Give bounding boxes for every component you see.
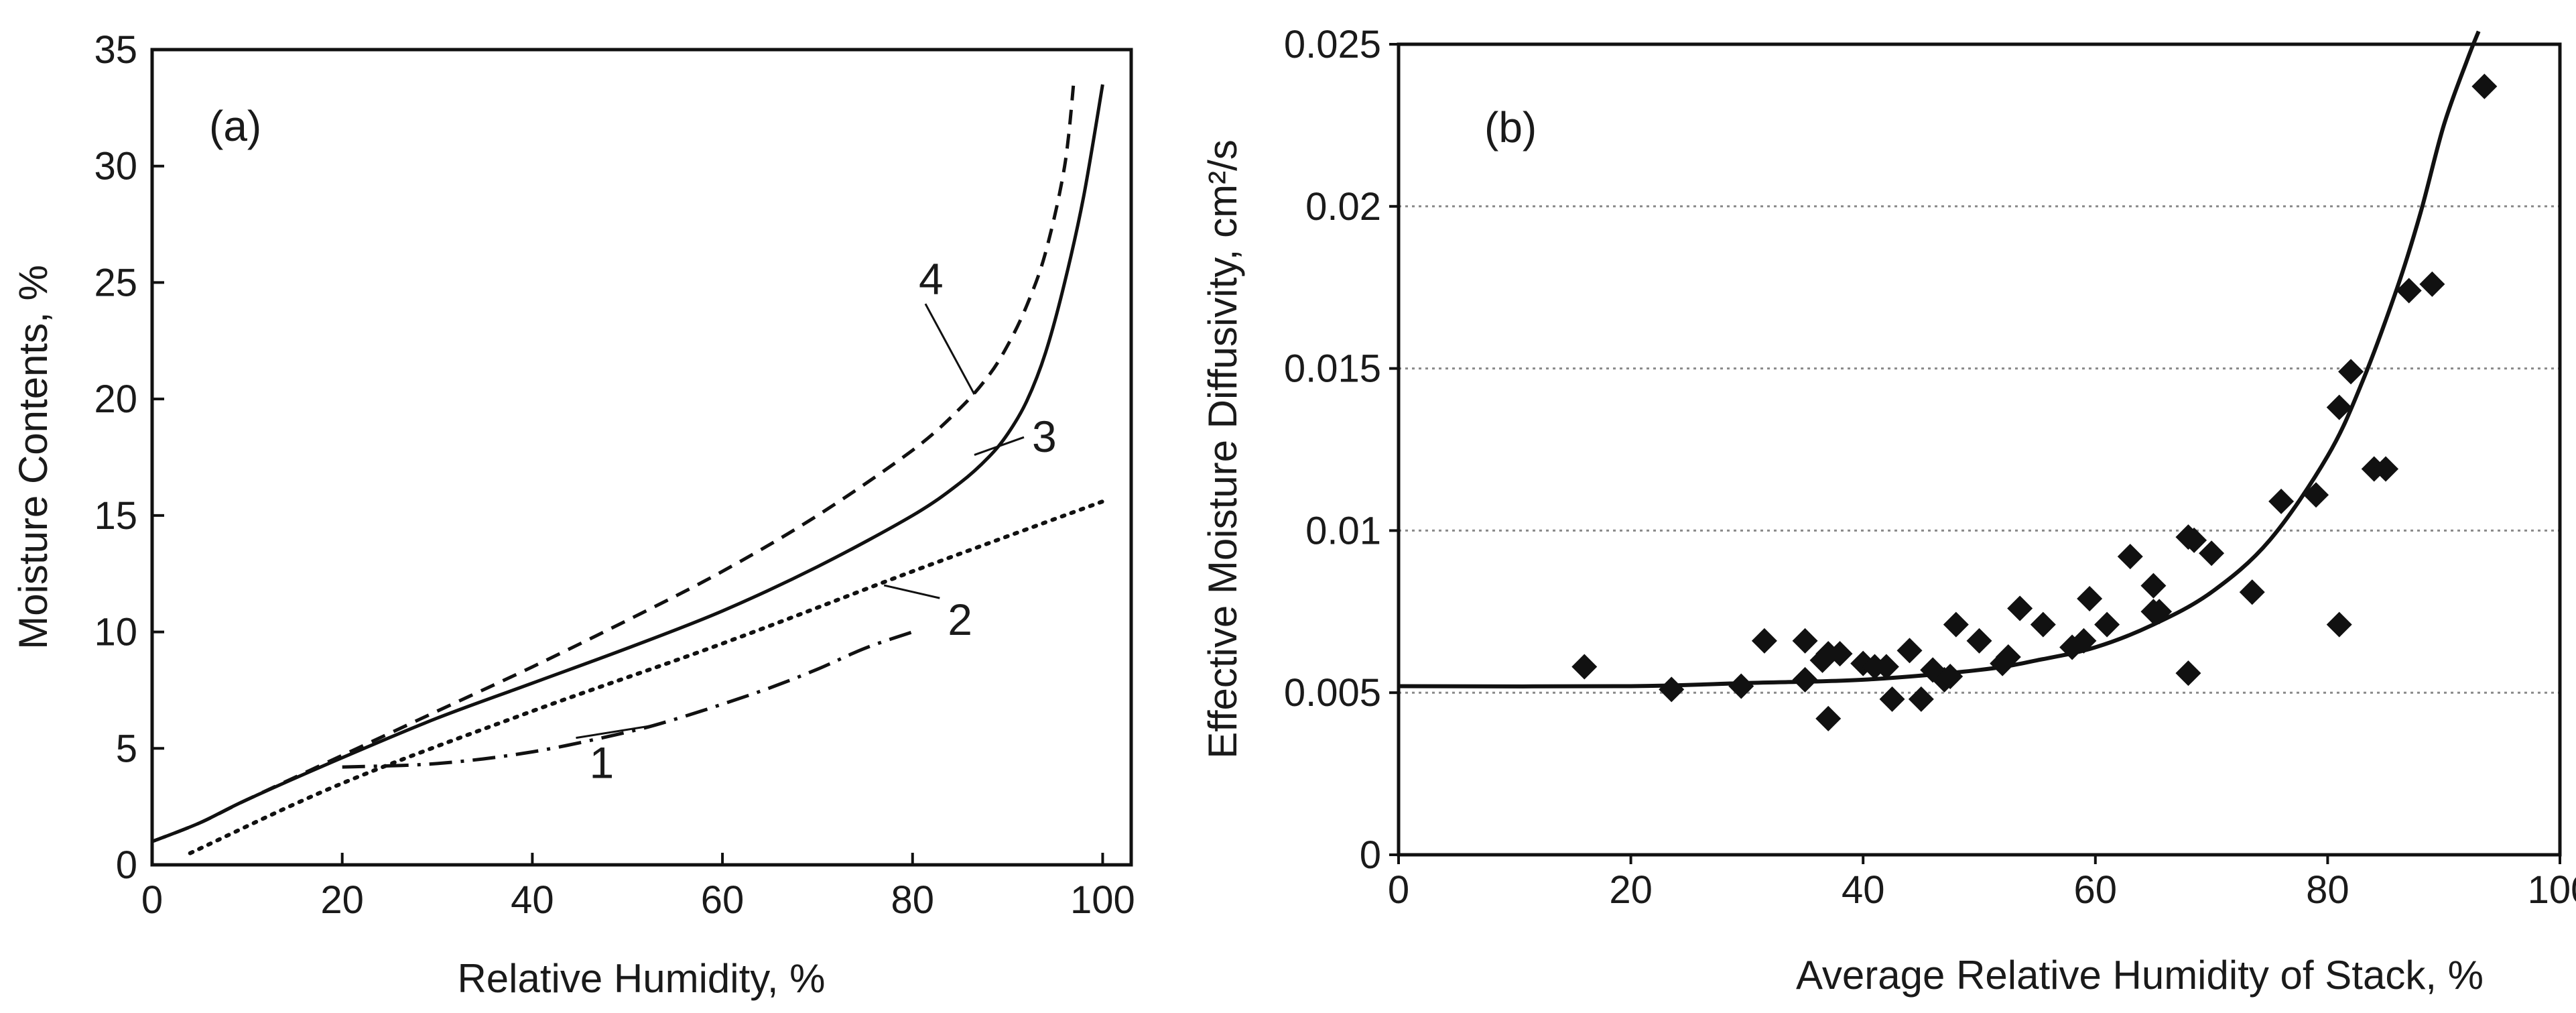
- panel-a-series-2-label: 2: [948, 595, 972, 644]
- panel-b-fit-line: [1398, 30, 2481, 689]
- panel-b-data-point: [1896, 638, 1923, 664]
- panel-b-x-axis-title: Average Relative Humidity of Stack, %: [1796, 953, 2484, 998]
- panel-a-series-2-leader: [883, 584, 940, 599]
- panel-b-y-tick-label: 0.01: [1305, 509, 1381, 552]
- panel-b-data-point: [1728, 673, 1754, 699]
- panel-b-data-point: [2071, 628, 2097, 654]
- panel-b-data-point: [2175, 660, 2201, 687]
- panel-a-y-tick-label: 35: [94, 28, 137, 72]
- panel-a-y-tick-label: 25: [94, 261, 137, 304]
- panel-b-data-point: [2199, 540, 2225, 567]
- panel-a-x-axis-title: Relative Humidity, %: [457, 956, 825, 1001]
- panel-b-data-point: [1943, 611, 1969, 638]
- panel-b-data-point: [2007, 595, 2033, 621]
- panel-b-data-point: [2471, 73, 2498, 99]
- panel-b-data-point: [2146, 599, 2173, 625]
- panel-b-data-point: [1995, 644, 2021, 670]
- panel-b-x-tick-label: 20: [1609, 868, 1653, 912]
- panel-a-plot-frame: [150, 48, 1133, 867]
- panel-b-y-tick-label: 0.005: [1284, 671, 1381, 715]
- panel-b-plot-frame: [1397, 42, 2562, 857]
- panel-b-data-point: [2140, 573, 2167, 599]
- panel-b-y-tick-label: 0.02: [1305, 185, 1381, 229]
- panel-b-data-point: [2326, 394, 2352, 420]
- panel-b-data-point: [2396, 278, 2422, 304]
- panel-b-data-point: [1873, 654, 1899, 680]
- panel-b-data-point: [1792, 628, 1818, 654]
- panel-b-data-point: [1937, 664, 1963, 690]
- panel-a-y-tick-label: 0: [116, 843, 137, 887]
- panel-b-data-point: [2303, 482, 2329, 508]
- panel-a-x-tick-label: 100: [1070, 878, 1135, 922]
- panel-b-x-tick-label: 100: [2528, 868, 2576, 912]
- panel-b-data-point: [2117, 544, 2143, 570]
- panel-b-x-tick-label: 40: [1842, 868, 1885, 912]
- panel-b-data-point: [2077, 585, 2103, 611]
- panel-a-y-axis-title: Moisture Contents, %: [11, 265, 56, 650]
- panel-b-data-point: [2338, 359, 2364, 385]
- panel-a-label: (a): [209, 102, 261, 150]
- panel-b-ticks: 0 20 40 60 80 100 0 0.005 0.01 0.015 0.02 0.025: [1284, 23, 2576, 912]
- panel-b-x-tick-label: 60: [2074, 868, 2118, 912]
- panel-a-series-1-line: [342, 630, 913, 769]
- panel-b-data-point: [2419, 271, 2445, 297]
- panel-a-series-4-label: 4: [919, 254, 944, 304]
- panel-b-y-axis-title: Effective Moisture Diffusivity, cm²/s: [1200, 139, 1245, 759]
- panel-b-data-point: [1815, 705, 1842, 731]
- panel-a-series-4-leader: [924, 303, 976, 395]
- panel-a-x-tick-label: 80: [891, 878, 934, 922]
- panel-b-label: (b): [1484, 103, 1537, 152]
- panel-b-data-point: [2268, 488, 2295, 514]
- panel-a-series: [151, 77, 1105, 855]
- panel-a-x-tick-label: 40: [511, 878, 554, 922]
- panel-a-chart: 0 20 40 60 80 100 0 5 10 15 20 25 30 35 1 2 3 4 (a) Rela…: [11, 28, 1135, 1001]
- panel-b-chart: 0 20 40 60 80 100 0 0.005 0.01 0.015 0.02 0.025 (b)…: [1200, 23, 2576, 998]
- panel-b-y-tick-label: 0: [1360, 833, 1381, 877]
- panel-a-x-tick-label: 20: [320, 878, 364, 922]
- panel-b-y-tick-label: 0.025: [1284, 23, 1381, 66]
- panel-a-x-tick-label: 0: [141, 878, 163, 922]
- panel-a-y-tick-label: 30: [94, 145, 137, 188]
- panel-b-data-point: [2373, 456, 2399, 482]
- panel-a-y-tick-label: 5: [116, 727, 137, 770]
- panel-a-ticks: 0 20 40 60 80 100 0 5 10 15 20 25 30 35: [94, 28, 1135, 922]
- panel-b-data-point: [2239, 579, 2265, 605]
- panel-a-series-3-line: [151, 84, 1104, 843]
- panel-a-y-tick-label: 20: [94, 377, 137, 421]
- panel-b-data-point: [1827, 641, 1853, 667]
- panel-a-series-3-leader: [974, 436, 1025, 456]
- panel-b-data-point: [2326, 611, 2352, 638]
- panel-b-y-tick-label: 0.015: [1284, 347, 1381, 391]
- panel-b-data-point: [1879, 686, 1905, 712]
- panel-b-data-point: [1908, 686, 1934, 712]
- panel-b-gridlines: [1399, 205, 2560, 694]
- panel-a-series-2-line: [188, 499, 1105, 855]
- panel-a-y-tick-label: 10: [94, 611, 137, 654]
- panel-b-x-tick-label: 80: [2306, 868, 2349, 912]
- panel-b-data-point: [1571, 654, 1598, 680]
- panel-b-data-point: [2030, 611, 2056, 638]
- panel-a-series-3-label: 3: [1032, 412, 1057, 461]
- panel-a-curve-labels: 1 2 3 4: [576, 254, 1057, 788]
- panel-a-x-tick-label: 60: [701, 878, 745, 922]
- panel-a-series-1-leader: [576, 724, 657, 739]
- panel-b-data-point: [2094, 611, 2120, 638]
- panel-a-y-tick-label: 15: [94, 494, 137, 538]
- panel-a-series-1-label: 1: [589, 738, 614, 788]
- panel-b-data-point: [1659, 676, 1685, 703]
- panel-b-data-point: [1792, 666, 1818, 693]
- panel-b-x-tick-label: 0: [1388, 868, 1409, 912]
- panel-b-data-point: [1751, 628, 1777, 654]
- panel-b-series: [1398, 30, 2498, 731]
- panel-b-data-point: [2181, 527, 2207, 553]
- panel-b-data-point: [1966, 628, 1992, 654]
- panel-a-series-4-line: [151, 77, 1076, 843]
